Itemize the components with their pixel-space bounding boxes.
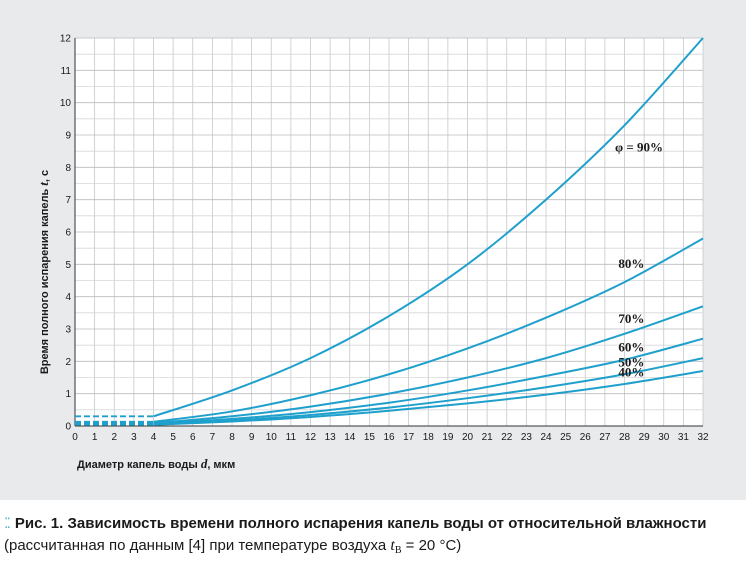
x-tick-label: 18 xyxy=(423,432,435,443)
caption-text-prefix: (рассчитанная по данным [4] при температ… xyxy=(4,537,391,554)
series-labels: φ = 90% 80% 70% 60%50%40% xyxy=(615,139,663,379)
series-line xyxy=(153,357,704,426)
y-tick-label: 8 xyxy=(65,163,71,174)
series-line xyxy=(153,37,704,418)
series-line xyxy=(153,370,704,426)
series-label: 80% xyxy=(618,256,644,271)
x-axis-title: Диаметр капель воды d, мкм xyxy=(77,456,235,471)
grid xyxy=(74,37,704,427)
x-tick-label: 22 xyxy=(501,432,513,443)
series-line xyxy=(153,337,704,425)
x-tick-label: 24 xyxy=(540,432,552,443)
series-line xyxy=(153,305,704,425)
x-tick-label: 28 xyxy=(619,432,631,443)
x-tick-label: 26 xyxy=(580,432,592,443)
x-tick-label: 5 xyxy=(170,432,176,443)
series-label: φ = 90% xyxy=(615,139,663,154)
x-tick-label: 25 xyxy=(560,432,572,443)
x-tick-label: 21 xyxy=(482,432,494,443)
y-tick-label: 3 xyxy=(65,325,71,336)
caption-title: Рис. 1. Зависимость времени полного испа… xyxy=(14,515,707,532)
y-tick-label: 9 xyxy=(65,131,71,142)
x-tick-label: 2 xyxy=(111,432,117,443)
caption-text-suffix: = 20 °C) xyxy=(401,537,462,554)
x-tick-label: 12 xyxy=(305,432,317,443)
x-tick-label: 13 xyxy=(325,432,337,443)
x-tick-label: 10 xyxy=(266,432,278,443)
x-tick-label: 11 xyxy=(286,432,297,443)
x-tick-label: 1 xyxy=(92,432,98,443)
series-label: 60% xyxy=(618,340,644,355)
x-tick-label: 20 xyxy=(462,432,474,443)
x-tick-label: 16 xyxy=(383,432,395,443)
y-tick-label: 0 xyxy=(65,422,71,433)
x-tick-label: 3 xyxy=(131,432,137,443)
y-tick-label: 12 xyxy=(60,34,72,45)
x-tick-label: 15 xyxy=(364,432,376,443)
y-tick-label: 5 xyxy=(65,260,71,271)
x-tick-label: 14 xyxy=(344,432,356,443)
y-tick-label: 4 xyxy=(65,292,71,303)
series-label: 40% xyxy=(618,365,644,380)
x-tick-label: 7 xyxy=(210,432,216,443)
series-lines xyxy=(153,37,704,426)
caption-variable: tВ xyxy=(390,537,402,556)
caption-line-1: ⁚⁚ Рис. 1. Зависимость времени полного ис… xyxy=(4,512,744,535)
dashed-segments xyxy=(75,415,154,426)
figure-panel: φ = 90% 80% 70% 60% 50% 40% 0 1 2 3 4 5 6 7 8 9 10 11 12 1… xyxy=(0,0,746,500)
y-tick-label: 10 xyxy=(60,98,72,109)
figure-caption: ⁚⁚ Рис. 1. Зависимость времени полного ис… xyxy=(4,512,744,562)
x-tick-label: 27 xyxy=(599,432,611,443)
x-ticks: 0 1 2 3 4 5 6 7 8 9 10 11 12 13 14 15 16 17 18 19 20 21 22 23 24… xyxy=(72,432,709,443)
y-axis-title: Время полного испарения капель t, с xyxy=(36,170,51,374)
y-tick-label: 11 xyxy=(61,66,72,77)
x-tick-label: 17 xyxy=(403,432,415,443)
x-tick-label: 32 xyxy=(697,432,709,443)
x-tick-label: 8 xyxy=(229,432,235,443)
x-tick-label: 29 xyxy=(639,432,651,443)
x-tick-label: 19 xyxy=(442,432,454,443)
x-tick-label: 6 xyxy=(190,432,196,443)
chart: φ = 90%80%70%60%50%40% 0 1 2 3 4 5 6 7 8 9 10 11 12 1… xyxy=(36,34,709,472)
y-tick-label: 7 xyxy=(65,195,71,206)
x-tick-label: 4 xyxy=(151,432,157,443)
series-label: 50% xyxy=(618,355,644,370)
x-tick-label: 9 xyxy=(249,432,255,443)
series-line xyxy=(153,237,704,423)
caption-bullet-icon: ⁚⁚ xyxy=(4,515,11,531)
caption-line-2: (рассчитанная по данным [4] при температ… xyxy=(4,535,744,562)
y-tick-label: 2 xyxy=(65,357,71,368)
x-tick-label: 31 xyxy=(678,432,690,443)
x-tick-label: 23 xyxy=(521,432,533,443)
y-tick-label: 1 xyxy=(65,389,71,400)
series-label: 70% xyxy=(618,311,644,326)
x-tick-label: 30 xyxy=(658,432,670,443)
x-tick-label: 0 xyxy=(72,432,78,443)
y-tick-label: 6 xyxy=(65,228,71,239)
